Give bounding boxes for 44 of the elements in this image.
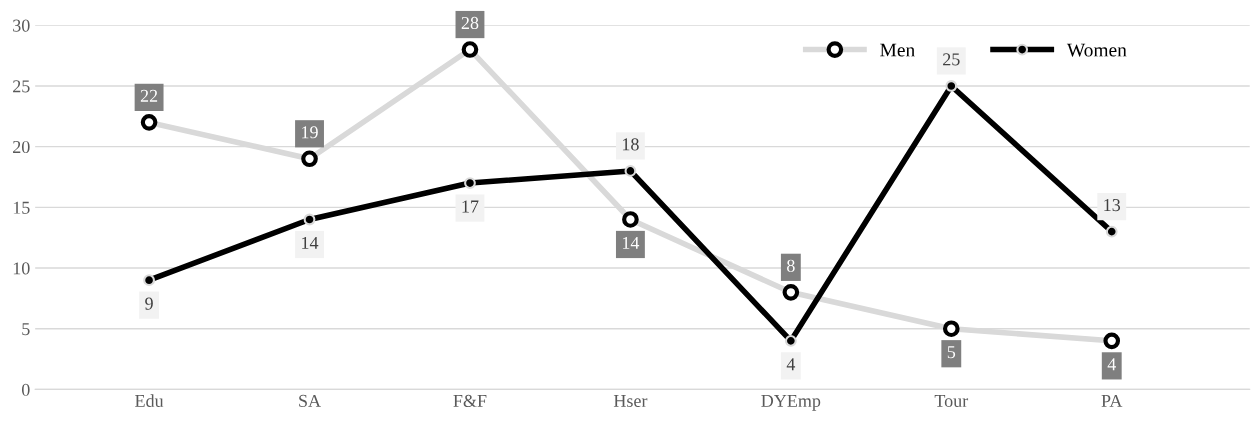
point <box>784 334 797 347</box>
y-tick-label: 25 <box>13 80 30 93</box>
data-label: 8 <box>787 259 795 272</box>
x-tick-label: Edu <box>135 394 164 407</box>
point <box>143 274 155 287</box>
y-tick-label: 20 <box>13 140 30 154</box>
x-tick-label: DYEmp <box>761 394 821 411</box>
point <box>301 150 318 168</box>
data-label: 22 <box>140 89 158 102</box>
data-label: 14 <box>302 236 319 249</box>
data-label: 5 <box>947 346 956 359</box>
point <box>303 213 316 226</box>
point <box>945 80 958 92</box>
data-label: 14 <box>622 236 640 249</box>
data-label: 28 <box>461 16 479 30</box>
point <box>622 211 639 228</box>
data-label: 25 <box>943 53 960 66</box>
legend-label: Men <box>880 43 915 57</box>
y-tick-label: 0 <box>21 383 30 396</box>
point <box>464 177 476 189</box>
data-label: 17 <box>462 200 479 213</box>
point <box>461 41 479 58</box>
point <box>140 114 158 131</box>
point <box>1103 332 1121 350</box>
point <box>624 165 637 177</box>
point <box>1105 225 1118 238</box>
data-label: 4 <box>786 358 796 371</box>
data-label: 19 <box>302 126 318 139</box>
data-label: 9 <box>145 297 153 310</box>
data-label: 13 <box>1104 199 1121 212</box>
y-tick-label: 10 <box>13 262 30 275</box>
y-tick-label: 15 <box>13 201 30 214</box>
x-tick-label: F&F <box>453 394 487 407</box>
x-tick-label: Tour <box>934 394 969 407</box>
y-tick-label: 30 <box>13 19 30 32</box>
data-label: 4 <box>1107 358 1116 371</box>
data-label: 18 <box>622 138 639 151</box>
point <box>942 320 960 338</box>
y-tick-label: 5 <box>22 323 30 336</box>
x-tick-label: SA <box>299 394 321 407</box>
x-tick-label: PA <box>1101 394 1123 407</box>
point <box>782 283 800 301</box>
legend-label: Women <box>1066 43 1127 57</box>
x-tick-label: Hser <box>613 394 648 407</box>
